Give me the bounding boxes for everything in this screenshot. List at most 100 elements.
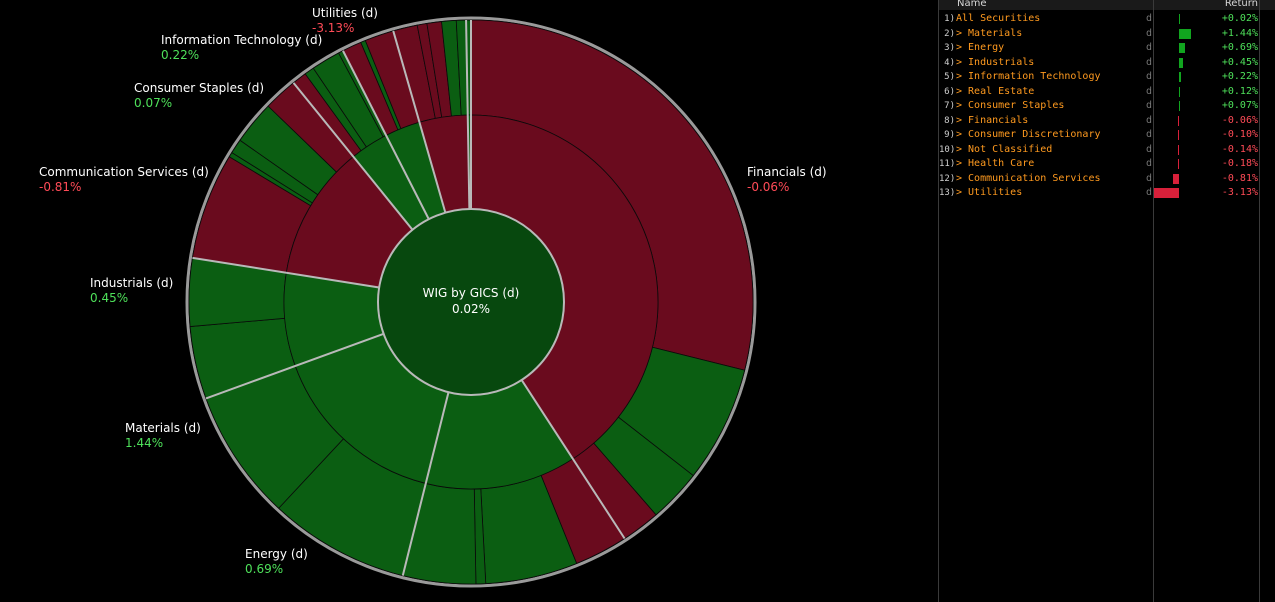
return-bar: [1179, 14, 1180, 24]
return-bar: [1179, 86, 1180, 97]
table-row[interactable]: 7) > Consumer Staples d +0.07%: [939, 99, 1275, 113]
table-row[interactable]: 3) > Energy d +0.69%: [939, 41, 1275, 55]
table-row[interactable]: 5) > Information Technology d +0.22%: [939, 70, 1275, 84]
row-label[interactable]: > Information Technology: [956, 71, 1101, 82]
return-bar: [1179, 57, 1183, 68]
sector-name: Consumer Staples (d): [134, 81, 265, 95]
table-row[interactable]: 13) > Utilities d -3.13%: [939, 186, 1275, 200]
row-flag: d: [1146, 27, 1153, 39]
sector-name: Financials (d): [747, 165, 827, 179]
row-label[interactable]: > Utilities: [956, 187, 1023, 198]
center-name: WIG by GICS (d): [422, 286, 520, 300]
table-row[interactable]: 12) > Communication Services d -0.81%: [939, 172, 1275, 186]
sector-label-information-technology[interactable]: Information Technology (d) 0.22%: [161, 33, 322, 63]
center-value: 0.02%: [451, 302, 491, 316]
row-flag: d: [1146, 114, 1153, 126]
table-row[interactable]: 6) > Real Estate d +0.12%: [939, 85, 1275, 99]
sector-label-utilities[interactable]: Utilities (d) -3.13%: [312, 6, 378, 36]
row-return-value: -0.06%: [1221, 114, 1258, 126]
row-index: 4): [944, 57, 955, 68]
row-flag: d: [1146, 42, 1153, 53]
return-bar: [1179, 28, 1191, 39]
row-index: 8): [944, 115, 955, 126]
column-header-name[interactable]: Name: [957, 0, 987, 9]
row-label[interactable]: All Securities: [956, 13, 1041, 24]
row-label[interactable]: > Real Estate: [956, 85, 1035, 97]
row-index: 5): [944, 72, 955, 82]
sector-label-materials[interactable]: Materials (d) 1.44%: [125, 421, 201, 451]
row-return-value: +1.44%: [1221, 27, 1258, 39]
row-label[interactable]: > Financials: [956, 114, 1029, 126]
row-return-value: -0.81%: [1221, 172, 1258, 184]
row-label[interactable]: > Communication Services: [956, 172, 1101, 184]
row-label[interactable]: > Consumer Discretionary: [956, 129, 1101, 140]
column-divider: [1153, 0, 1154, 602]
return-bar: [1179, 43, 1185, 53]
sector-name: Utilities (d): [312, 6, 378, 20]
sector-label-consumer-staples[interactable]: Consumer Staples (d) 0.07%: [134, 81, 264, 111]
return-bar: [1179, 101, 1180, 111]
row-return-value: +0.45%: [1221, 56, 1258, 68]
sector-return: -3.13%: [312, 21, 355, 35]
row-index: 9): [944, 130, 955, 140]
sector-label-industrials[interactable]: Industrials (d) 0.45%: [90, 276, 173, 306]
sector-boundary-line: [292, 82, 414, 231]
row-label[interactable]: > Health Care: [956, 158, 1035, 169]
center-label[interactable]: WIG by GICS (d) 0.02%: [370, 285, 572, 317]
row-flag: d: [1146, 100, 1153, 111]
table-row[interactable]: 4) > Industrials d +0.45%: [939, 56, 1275, 70]
row-return-value: -0.14%: [1221, 143, 1258, 155]
row-flag: d: [1146, 71, 1153, 82]
row-index: 7): [944, 101, 955, 111]
sector-boundary-line: [520, 379, 626, 540]
table-row[interactable]: 8) > Financials d -0.06%: [939, 114, 1275, 128]
sector-boundary-line: [342, 50, 430, 220]
sector-name: Energy (d): [245, 547, 308, 561]
sector-label-energy[interactable]: Energy (d) 0.69%: [245, 547, 308, 577]
sector-label-communication-services[interactable]: Communication Services (d) -0.81%: [39, 165, 209, 195]
sector-return: 0.69%: [245, 562, 284, 576]
sector-boundary-line: [205, 332, 384, 400]
row-flag: d: [1146, 172, 1153, 184]
sector-boundary-line: [465, 20, 471, 210]
row-index: 10): [939, 144, 956, 155]
column-header-return[interactable]: Return: [1224, 0, 1258, 9]
row-index: 13): [939, 188, 956, 198]
row-flag: d: [1146, 85, 1153, 97]
column-divider: [1259, 0, 1260, 602]
chart-outer-border: [185, 16, 757, 588]
row-label[interactable]: > Not Classified: [956, 143, 1053, 155]
sector-return: 0.45%: [90, 291, 129, 305]
row-label[interactable]: > Energy: [956, 42, 1005, 53]
table-row[interactable]: 10) > Not Classified d -0.14%: [939, 143, 1275, 157]
row-index: 3): [944, 43, 955, 53]
row-label[interactable]: > Consumer Staples: [956, 100, 1065, 111]
return-bar: [1178, 115, 1179, 126]
row-label[interactable]: > Materials: [956, 27, 1023, 39]
sunburst-chart-area: WIG by GICS (d) 0.02% Financials (d) -0.…: [39, 6, 827, 588]
sector-label-financials[interactable]: Financials (d) -0.06%: [747, 165, 827, 195]
row-flag: d: [1146, 158, 1153, 169]
table-header: Name Return: [939, 0, 1275, 10]
table-row[interactable]: 9) > Consumer Discretionary d -0.10%: [939, 128, 1275, 142]
table-row[interactable]: 11) > Health Care d -0.18%: [939, 157, 1275, 171]
returns-table-panel: Name Return 1) All Securities d +0.02% 2) > M…: [938, 0, 1275, 602]
table-row[interactable]: 2) > Materials d +1.44%: [939, 27, 1275, 41]
row-flag: d: [1146, 13, 1153, 24]
row-label[interactable]: > Industrials: [956, 56, 1035, 68]
sector-return: 1.44%: [125, 436, 164, 450]
row-return-value: +0.07%: [1221, 100, 1258, 111]
table-row[interactable]: 1) All Securities d +0.02%: [939, 12, 1275, 26]
sector-boundary-line: [401, 391, 450, 576]
sector-name: Industrials (d): [90, 276, 174, 290]
return-bar: [1179, 72, 1181, 82]
sector-return: -0.06%: [747, 180, 790, 194]
row-flag: d: [1146, 187, 1153, 198]
row-return-value: +0.22%: [1221, 71, 1258, 82]
sector-boundary-line: [192, 256, 380, 289]
row-index: 11): [939, 159, 956, 169]
sector-return: 0.07%: [134, 96, 173, 110]
row-return-value: -0.18%: [1221, 158, 1258, 169]
sunburst-chart: [185, 16, 757, 588]
row-flag: d: [1146, 143, 1153, 155]
